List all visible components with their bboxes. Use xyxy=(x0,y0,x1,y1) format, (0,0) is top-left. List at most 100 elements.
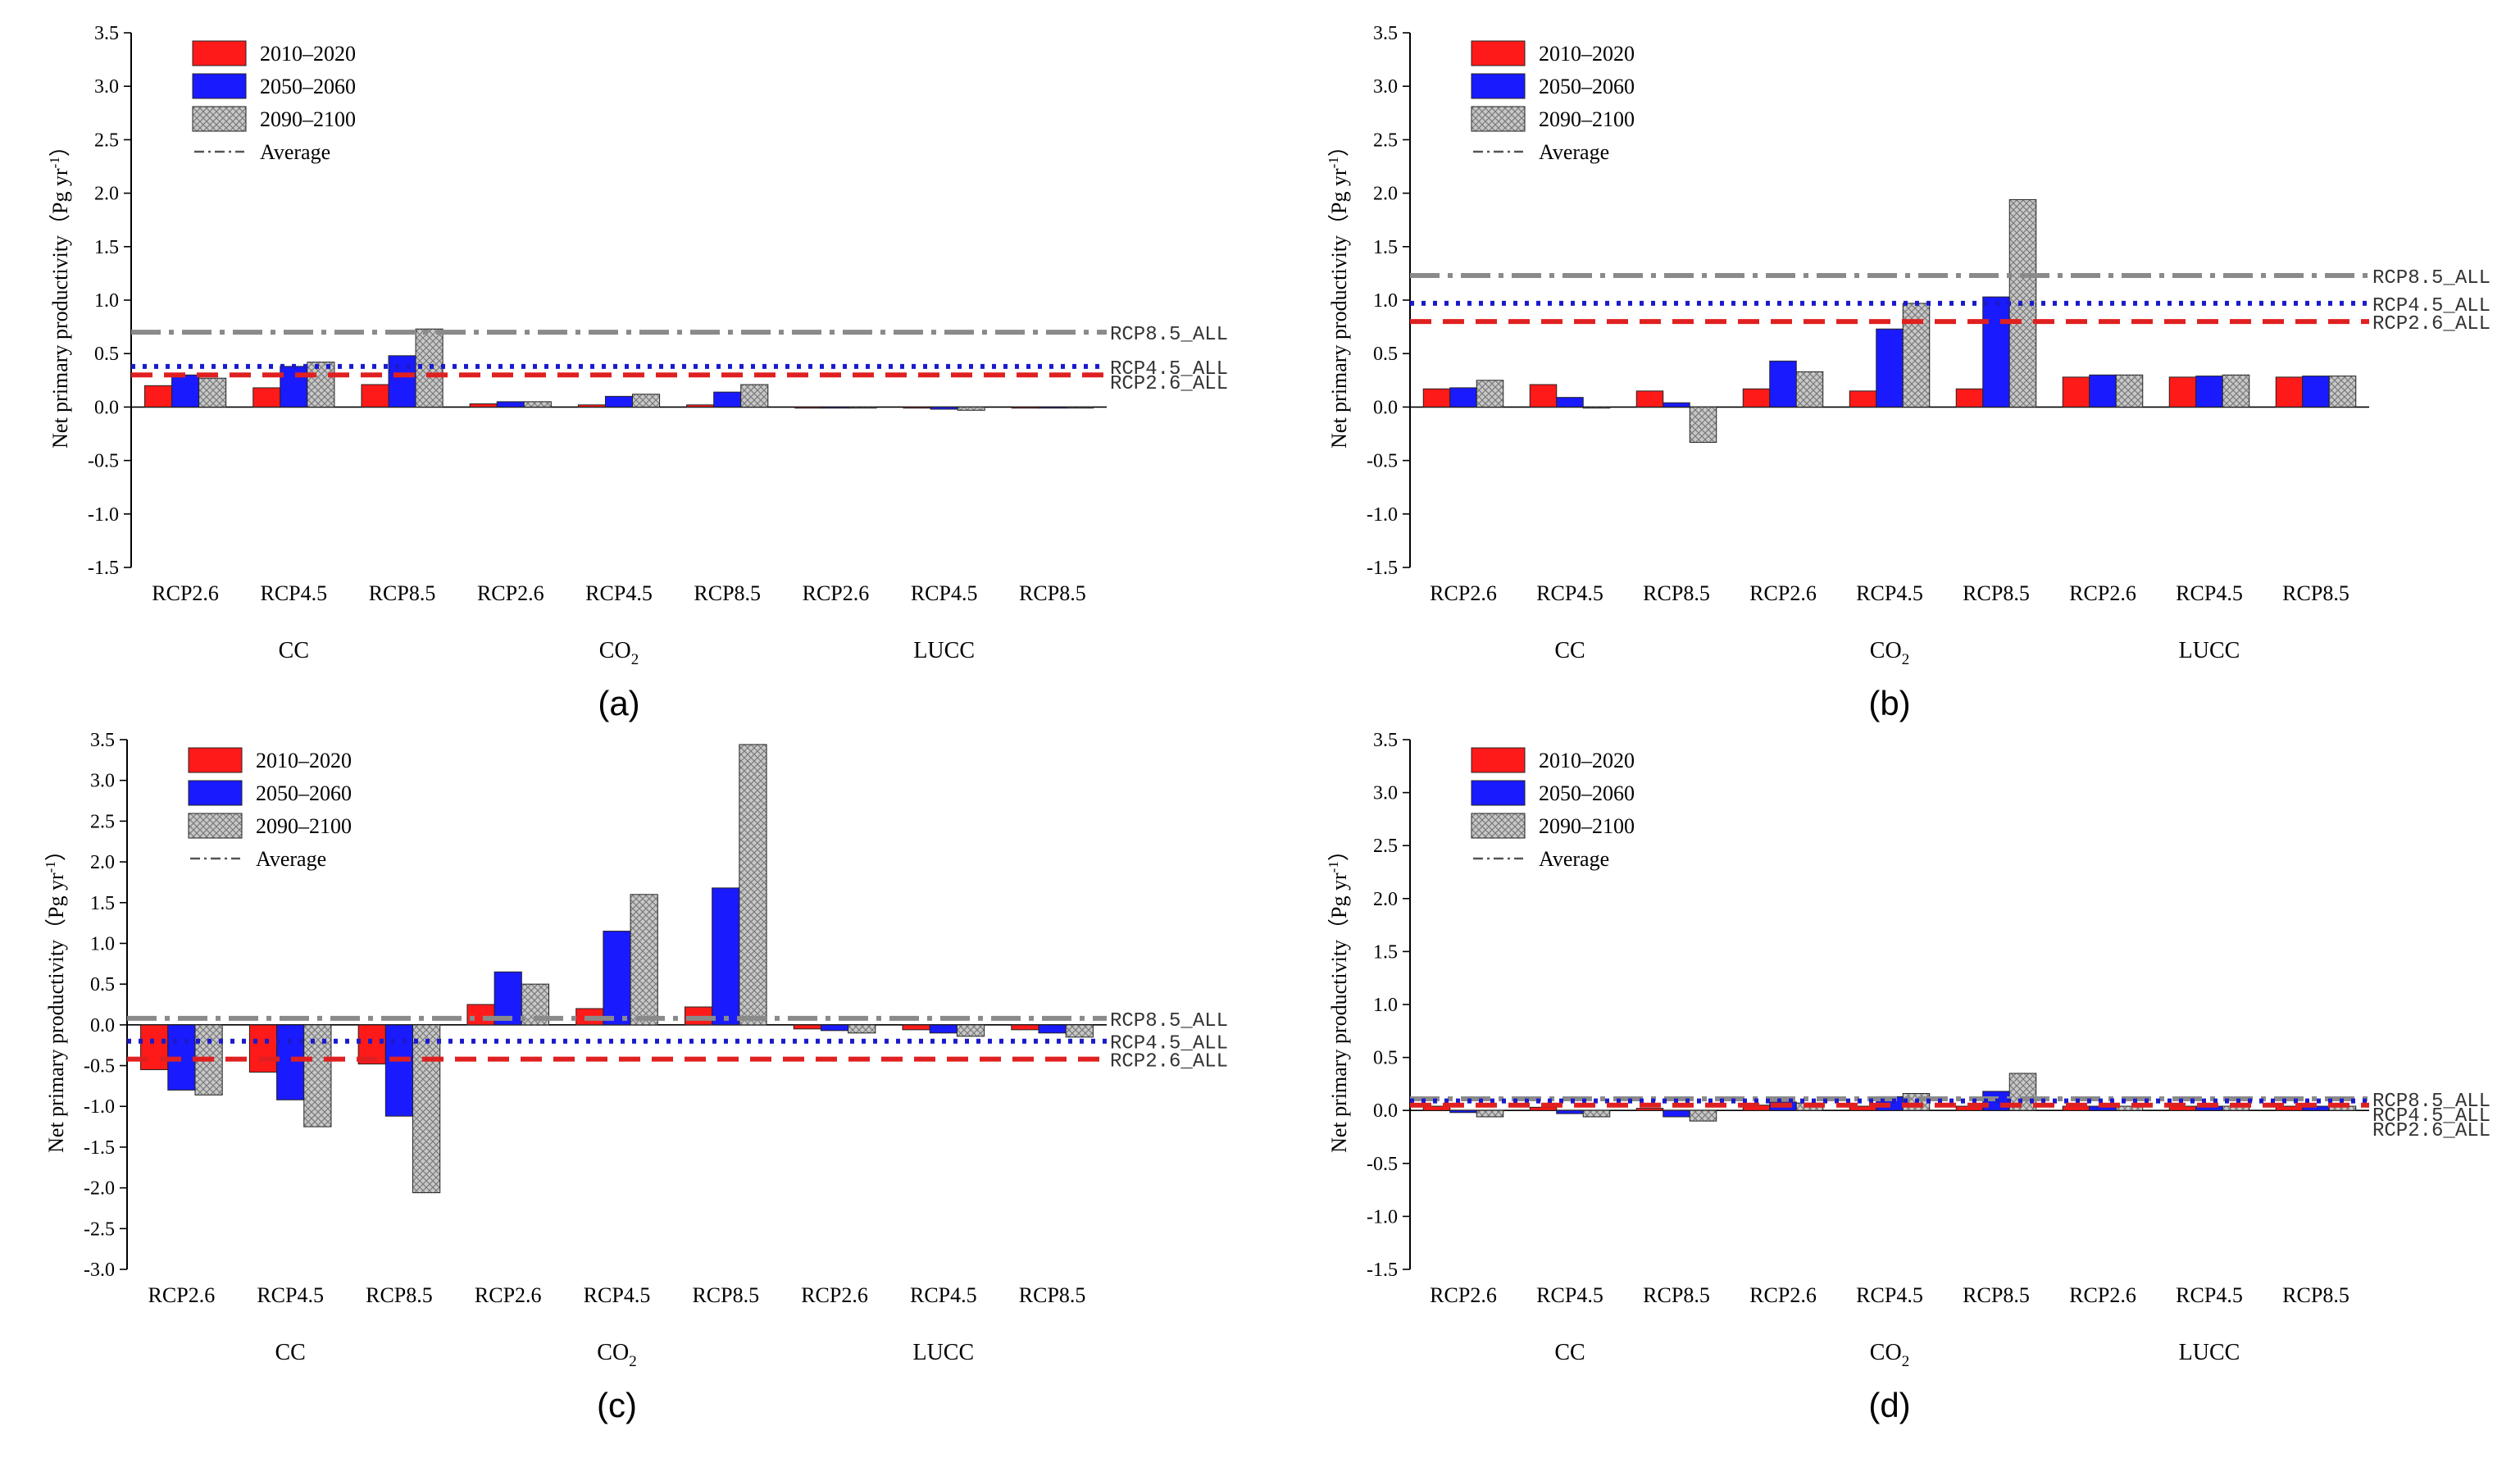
group-label: CO2 xyxy=(1870,638,1909,668)
y-tick-label: 0.0 xyxy=(1373,397,1398,418)
bar-s2090 xyxy=(630,894,658,1026)
bar-s2010 xyxy=(794,406,823,409)
legend-label-average: Average xyxy=(1539,847,1609,871)
legend-label-average: Average xyxy=(1539,140,1609,164)
bar-s2010 xyxy=(2062,376,2090,408)
y-tick-label: 3.5 xyxy=(94,23,119,44)
bar-s2090 xyxy=(848,1024,876,1034)
bar-s2050 xyxy=(388,355,416,408)
bar-s2010 xyxy=(248,1024,278,1073)
bar-s2090 xyxy=(1795,371,1824,408)
legend-label-s2090: 2090–2100 xyxy=(1539,814,1635,838)
y-tick-label: 0.5 xyxy=(1373,344,1398,365)
y-tick-label: 1.0 xyxy=(90,933,115,954)
reference-label-rcp85: RCP8.5_ALL xyxy=(1110,1010,1228,1032)
chart-panel-c: -3.0 -2.5 -2.0 -1.5 -1.0 -0.5 0.0 0.5 1.0 1.5 2.0 2… xyxy=(43,730,1228,1424)
legend-swatch-s2050 xyxy=(1471,780,1526,806)
y-tick-label: 1.5 xyxy=(1373,941,1398,963)
bar-s2050 xyxy=(171,374,200,408)
y-tick-label: 2.5 xyxy=(90,811,115,832)
chart-panel-a: -1.5 -1.0 -0.5 0.0 0.5 1.0 1.5 2.0 2.5 3.0 3.5 Net … xyxy=(47,23,1228,722)
legend-label-s2050: 2050–2060 xyxy=(1539,781,1635,805)
bar-s2010 xyxy=(1742,388,1771,408)
legend-swatch-s2010 xyxy=(188,747,243,773)
bar-s2050 xyxy=(1876,328,1904,408)
group-label: CO2 xyxy=(597,1340,636,1370)
bar-s2050 xyxy=(930,406,958,410)
x-tick-label: RCP8.5 xyxy=(1019,581,1086,605)
x-tick-label: RCP8.5 xyxy=(1963,581,2030,605)
bar-s2050 xyxy=(1663,1109,1690,1118)
bar-s2050 xyxy=(2089,374,2117,408)
bar-s2090 xyxy=(1902,303,1931,408)
bar-s2090 xyxy=(415,328,444,408)
bar-s2050 xyxy=(1038,1024,1067,1034)
x-tick-label: RCP8.5 xyxy=(366,1283,433,1307)
bar-s2090 xyxy=(740,384,769,408)
x-tick-label: RCP2.6 xyxy=(803,581,870,605)
bar-s2010 xyxy=(252,387,281,408)
x-tick-label: RCP2.6 xyxy=(477,581,544,605)
y-tick-label: 0.0 xyxy=(94,397,119,418)
legend-swatch-s2090 xyxy=(1471,106,1526,132)
y-tick-label: -0.5 xyxy=(84,1056,115,1077)
bar-s2090 xyxy=(739,744,767,1026)
bar-s2010 xyxy=(469,403,498,408)
x-tick-label: RCP8.5 xyxy=(694,581,761,605)
bar-s2010 xyxy=(686,404,715,408)
bar-s2050 xyxy=(604,395,634,408)
y-tick-label: 2.0 xyxy=(90,852,115,873)
x-tick-label: RCP2.6 xyxy=(1430,581,1497,605)
y-tick-label: -1.0 xyxy=(1367,504,1398,526)
bar-s2010 xyxy=(1849,390,1877,408)
legend-swatch-s2050 xyxy=(192,73,247,99)
y-tick-label: -1.5 xyxy=(1367,558,1398,579)
reference-label-rcp26: RCP2.6_ALL xyxy=(2372,313,2490,335)
y-tick-label: 1.0 xyxy=(1373,995,1398,1016)
bar-s2010 xyxy=(793,1024,821,1030)
x-tick-label: RCP4.5 xyxy=(257,1283,324,1307)
legend-label-s2010: 2010–2020 xyxy=(1539,42,1635,66)
group-label: LUCC xyxy=(912,1340,974,1365)
panel-label: (b) xyxy=(1868,684,1910,722)
chart-panel-b: -1.5 -1.0 -0.5 0.0 0.5 1.0 1.5 2.0 2.5 3.0 3.5 Net … xyxy=(1326,23,2490,722)
x-tick-label: RCP2.6 xyxy=(1430,1283,1497,1307)
bar-s2010 xyxy=(361,384,389,408)
legend-swatch-s2010 xyxy=(192,40,247,66)
bar-s2010 xyxy=(140,1024,169,1071)
y-tick-label: 2.5 xyxy=(1373,130,1398,151)
y-tick-label: 0.0 xyxy=(1373,1100,1398,1122)
y-tick-label: -3.0 xyxy=(84,1260,115,1281)
panel-label: (d) xyxy=(1868,1386,1910,1424)
x-tick-label: RCP2.6 xyxy=(152,581,219,605)
bar-s2090 xyxy=(2115,374,2144,408)
bar-s2010 xyxy=(1635,1108,1664,1111)
bar-s2010 xyxy=(2168,376,2197,408)
bar-s2090 xyxy=(957,406,985,411)
group-label: CC xyxy=(1554,1340,1585,1365)
x-tick-label: RCP4.5 xyxy=(1856,1283,1923,1307)
bar-s2090 xyxy=(303,1024,332,1128)
bar-s2090 xyxy=(1476,1109,1504,1118)
y-tick-label: -0.5 xyxy=(88,451,119,472)
y-tick-label: 3.5 xyxy=(90,730,115,751)
x-tick-label: RCP8.5 xyxy=(2282,581,2349,605)
bar-s2010 xyxy=(902,1024,930,1031)
bar-s2050 xyxy=(2195,376,2223,408)
y-tick-label: -2.0 xyxy=(84,1178,115,1200)
bar-s2010 xyxy=(1011,406,1039,409)
bar-s2010 xyxy=(466,1004,495,1026)
legend-label-s2010: 2010–2020 xyxy=(260,42,356,66)
panel-label: (a) xyxy=(598,684,639,722)
bar-s2090 xyxy=(2328,376,2357,408)
y-tick-label: 2.0 xyxy=(94,184,119,205)
bar-s2010 xyxy=(1422,388,1451,408)
x-tick-label: RCP8.5 xyxy=(1019,1283,1086,1307)
y-tick-label: -1.5 xyxy=(1367,1260,1398,1281)
y-tick-label: 2.5 xyxy=(94,130,119,151)
reference-label-rcp45: RCP4.5_ALL xyxy=(1110,1033,1228,1055)
group-label: CO2 xyxy=(599,638,639,668)
bar-s2090 xyxy=(1065,1024,1094,1038)
reference-label-rcp85: RCP8.5_ALL xyxy=(2372,267,2490,289)
bar-s2090 xyxy=(1476,380,1504,408)
